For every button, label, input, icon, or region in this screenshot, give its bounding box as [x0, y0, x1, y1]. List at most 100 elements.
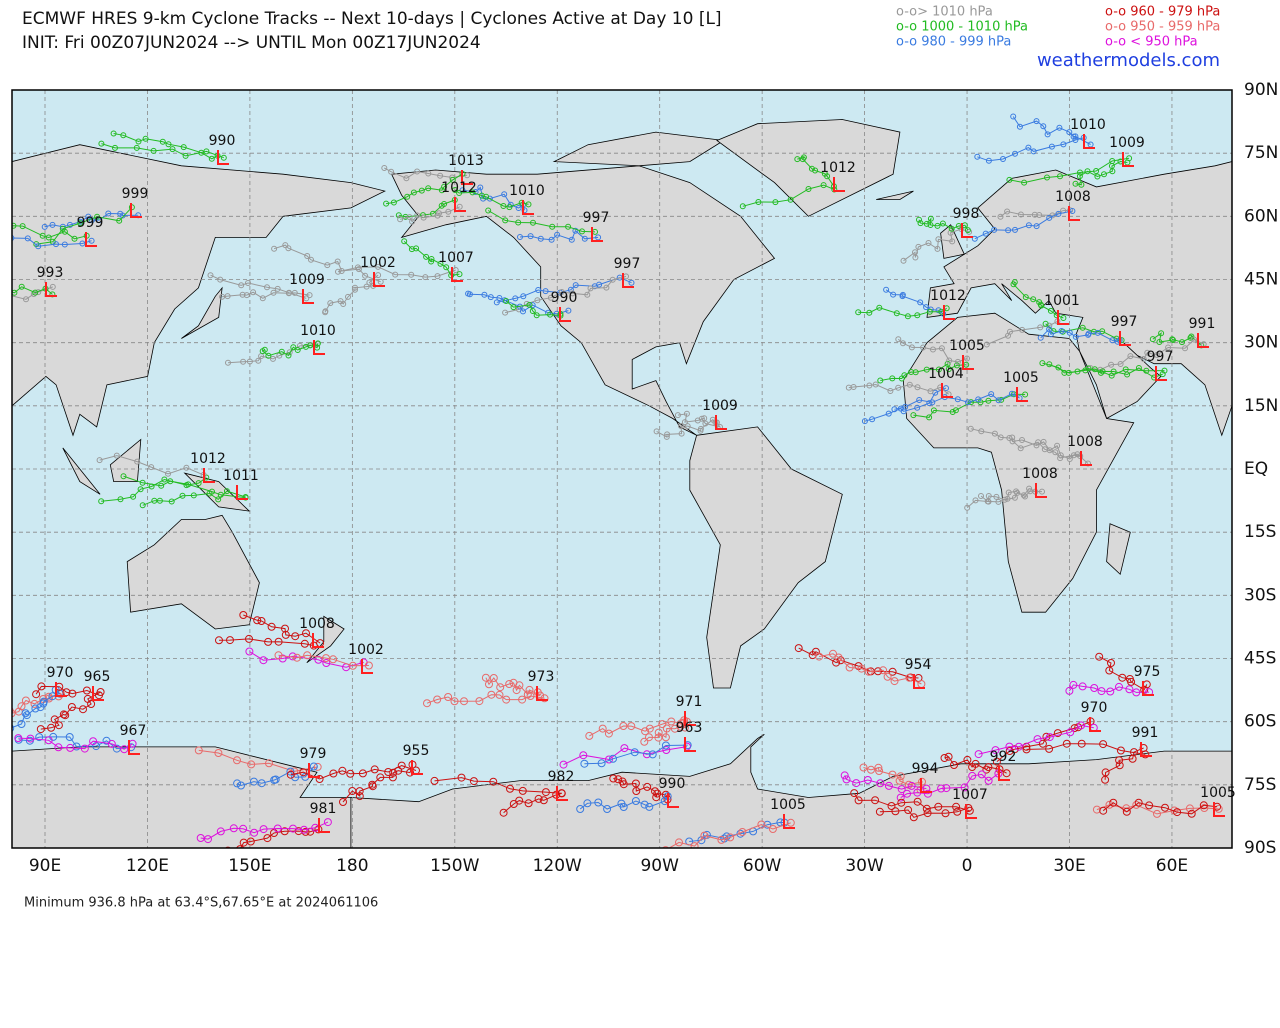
- track-point: [995, 397, 1002, 404]
- track-point: [500, 203, 507, 209]
- track-point: [285, 290, 292, 297]
- track-point: [376, 773, 385, 782]
- track-point: [185, 481, 192, 488]
- low-pressure: 1012: [190, 451, 226, 467]
- low-marker: [1155, 366, 1167, 381]
- track-point: [1008, 390, 1015, 397]
- track-point: [628, 279, 635, 286]
- track-point: [926, 414, 933, 421]
- track-point: [1173, 808, 1182, 817]
- track-point: [824, 173, 831, 180]
- track-point: [368, 780, 377, 789]
- track-point: [674, 412, 681, 419]
- track-point: [457, 773, 466, 782]
- track-point: [1013, 488, 1020, 495]
- track-point: [653, 428, 660, 435]
- track-point: [662, 724, 671, 733]
- track-point: [929, 399, 936, 406]
- track-point: [0, 296, 2, 301]
- lon-label: 150E: [228, 856, 271, 876]
- track-point: [183, 464, 190, 471]
- low-marker: [1080, 451, 1092, 466]
- track-point: [609, 276, 616, 283]
- track-point: [198, 149, 205, 156]
- track-point: [303, 651, 312, 660]
- landmass: [552, 131, 725, 167]
- track-point: [450, 697, 459, 706]
- track-point: [291, 632, 300, 641]
- track-point: [530, 219, 536, 226]
- track-point: [1041, 446, 1048, 453]
- track-point: [452, 267, 459, 273]
- track-point: [481, 673, 490, 682]
- track-point: [1094, 173, 1101, 180]
- track-point: [487, 294, 494, 301]
- track-point: [1124, 371, 1131, 378]
- track-point: [54, 743, 63, 752]
- track-point: [1108, 163, 1115, 169]
- track-point: [872, 381, 879, 388]
- track-point: [1078, 682, 1087, 691]
- track-point: [300, 825, 308, 834]
- track-point: [437, 172, 444, 179]
- track-point: [21, 709, 30, 718]
- track-point: [895, 336, 902, 343]
- track-point: [489, 674, 498, 682]
- lat-label: 90S: [1244, 838, 1276, 858]
- low-marker: [411, 760, 423, 775]
- low-marker: [1068, 206, 1080, 221]
- track: [986, 320, 1058, 345]
- low-marker: [783, 814, 795, 829]
- track-point: [1005, 742, 1014, 751]
- track-point: [346, 769, 355, 778]
- track-point: [17, 702, 26, 711]
- track-point: [1078, 181, 1085, 188]
- low-pressure: 963: [676, 720, 703, 736]
- track-point: [926, 400, 933, 407]
- track-point: [32, 289, 39, 296]
- track-point: [520, 293, 527, 300]
- low-pressure: 1011: [223, 468, 259, 484]
- track-point: [1010, 113, 1017, 120]
- low-marker: [941, 383, 953, 398]
- track-point: [651, 787, 659, 796]
- track-point: [1054, 442, 1061, 449]
- track-point: [547, 311, 554, 318]
- track-point: [158, 482, 165, 489]
- track-point: [506, 784, 514, 793]
- track-point: [17, 720, 26, 728]
- track-point: [80, 744, 89, 753]
- track-point: [757, 820, 766, 829]
- track-point: [1154, 352, 1160, 358]
- track-point: [859, 763, 868, 772]
- track-point: [82, 686, 91, 695]
- landmass: [350, 733, 1232, 848]
- track-point: [274, 637, 283, 646]
- track-point: [887, 802, 896, 810]
- track-point: [974, 750, 983, 759]
- track-point: [329, 655, 338, 664]
- track: [819, 653, 922, 685]
- track-point: [597, 759, 606, 768]
- track-point: [963, 755, 972, 764]
- track-point: [942, 784, 951, 793]
- lat-label: 30S: [1244, 585, 1276, 605]
- track-point: [245, 280, 251, 286]
- low-pressure: 997: [583, 210, 610, 226]
- track-point: [993, 493, 1000, 500]
- low-marker: [943, 305, 955, 320]
- track-point: [207, 272, 214, 279]
- track-point: [428, 258, 435, 265]
- track-point: [683, 410, 690, 417]
- track-point: [406, 768, 414, 777]
- track-point: [496, 683, 505, 692]
- track-point: [975, 396, 982, 403]
- track-point: [220, 154, 227, 161]
- track: [584, 744, 688, 765]
- lon-label: 90W: [640, 856, 679, 876]
- track-point: [1165, 344, 1172, 351]
- track-point: [245, 647, 254, 656]
- lat-label: 15S: [1244, 522, 1276, 542]
- track-point: [165, 470, 171, 477]
- track-point: [1074, 368, 1081, 375]
